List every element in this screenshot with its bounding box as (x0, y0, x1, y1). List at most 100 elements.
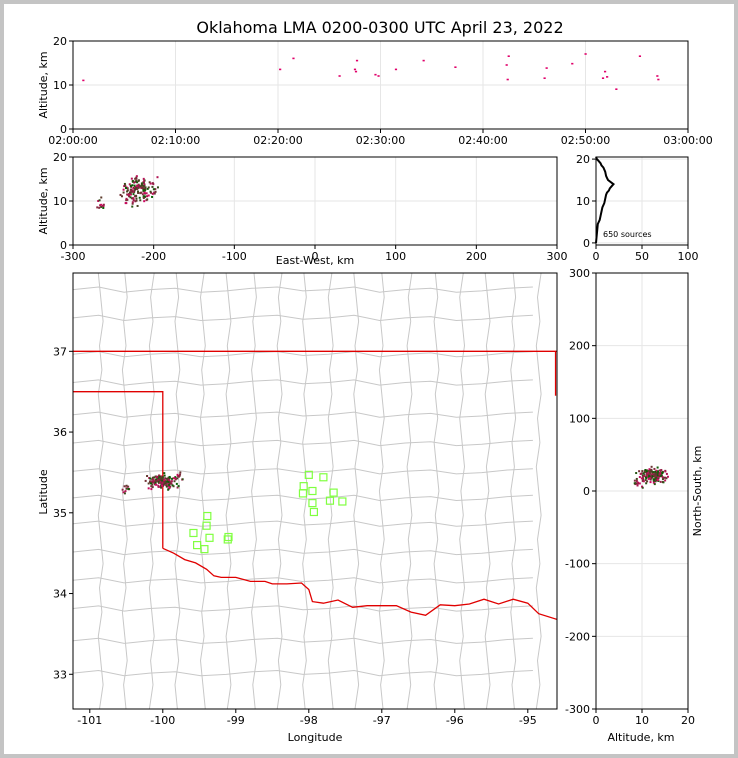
source-point (640, 472, 643, 475)
county-line (276, 273, 283, 709)
source-point (651, 472, 654, 475)
source-point (143, 200, 146, 203)
source-point (134, 188, 137, 191)
station-marker (202, 521, 211, 530)
source-point (135, 175, 138, 178)
count-tick-label: 50 (635, 250, 649, 263)
source-point (158, 474, 161, 477)
source-point (162, 482, 165, 485)
source-point (654, 470, 657, 473)
county-line (73, 286, 533, 295)
source-point (641, 486, 644, 489)
source-point (638, 476, 641, 479)
source-point (161, 484, 164, 487)
source-point (123, 182, 126, 185)
source-point (176, 486, 179, 489)
source-point (651, 476, 654, 479)
source-point (131, 201, 134, 204)
source-point (167, 480, 170, 483)
source-point (151, 192, 154, 195)
source-point (157, 484, 160, 487)
source-point (643, 470, 646, 473)
source-point (151, 486, 154, 489)
source-point (156, 176, 159, 179)
source-point (127, 193, 130, 196)
longitude-tick-label: -95 (519, 714, 537, 727)
source-point (647, 472, 650, 475)
source-point (155, 478, 158, 481)
figure-title: Oklahoma LMA 0200-0300 UTC April 23, 202… (196, 18, 563, 37)
time-height-panel: 02:00:00 02:10:00 02:20:00 02:30:00 02:40:00… (37, 35, 713, 147)
source-point (150, 191, 153, 194)
source-point (179, 471, 182, 474)
ew-tick-label: 100 (385, 250, 406, 263)
source-point (646, 471, 649, 474)
source-point (100, 203, 103, 206)
source-point (130, 188, 133, 191)
source-point (125, 202, 128, 205)
time-tick-label: 02:40:00 (458, 134, 507, 147)
source-point (649, 481, 652, 484)
county-line (378, 273, 385, 709)
station-marker (319, 473, 328, 482)
source-point (655, 478, 658, 481)
source-point (181, 478, 184, 481)
county-line (510, 273, 517, 709)
source-point (657, 476, 660, 479)
source-point (653, 479, 656, 482)
source-point (153, 476, 156, 479)
source-point (157, 477, 160, 480)
source-point (149, 182, 152, 185)
source-point (644, 468, 647, 471)
source-point (657, 470, 660, 473)
source-point (353, 68, 357, 71)
time-tick-label: 02:50:00 (561, 134, 610, 147)
source-point (141, 186, 144, 189)
source-point (644, 479, 647, 482)
source-point (171, 477, 174, 480)
source-point (143, 191, 146, 194)
county-line (433, 273, 440, 709)
source-point (134, 177, 137, 180)
source-point (543, 77, 546, 79)
source-point (172, 477, 175, 480)
source-point (656, 474, 659, 477)
ew-tick-label: -200 (141, 250, 166, 263)
source-point (650, 468, 653, 471)
histogram-ticks: 0 50 100 0 10 20 (576, 153, 699, 263)
source-point (135, 186, 138, 189)
source-point (638, 482, 641, 485)
county-line (251, 273, 257, 709)
longitude-tick-label: -96 (446, 714, 464, 727)
ew-altitude-panel: -300 -200 -100 0 100 200 300 0 10 20 East-West, k… (37, 151, 568, 267)
source-point (665, 472, 668, 475)
source-point (136, 181, 139, 184)
source-point (129, 193, 132, 196)
source-point (279, 68, 282, 71)
time-tick-label: 02:20:00 (253, 134, 302, 147)
source-point (177, 475, 180, 478)
longitude-tick-label: -100 (150, 714, 175, 727)
county-line (73, 577, 533, 586)
source-point (136, 204, 139, 207)
source-point (338, 75, 341, 77)
source-point (133, 186, 136, 189)
source-point (165, 485, 168, 488)
source-point (148, 477, 151, 480)
county-line (353, 273, 360, 709)
source-point (149, 190, 152, 193)
source-point (606, 76, 609, 78)
source-point (634, 482, 637, 485)
source-point (135, 199, 138, 202)
source-point (660, 474, 663, 477)
source-point (643, 475, 646, 478)
source-point (354, 70, 358, 73)
source-point (665, 477, 668, 480)
source-point (642, 478, 645, 481)
county-line (73, 411, 533, 420)
source-point (150, 480, 153, 483)
source-point (660, 468, 663, 471)
source-point (167, 485, 170, 488)
source-point (658, 473, 661, 476)
